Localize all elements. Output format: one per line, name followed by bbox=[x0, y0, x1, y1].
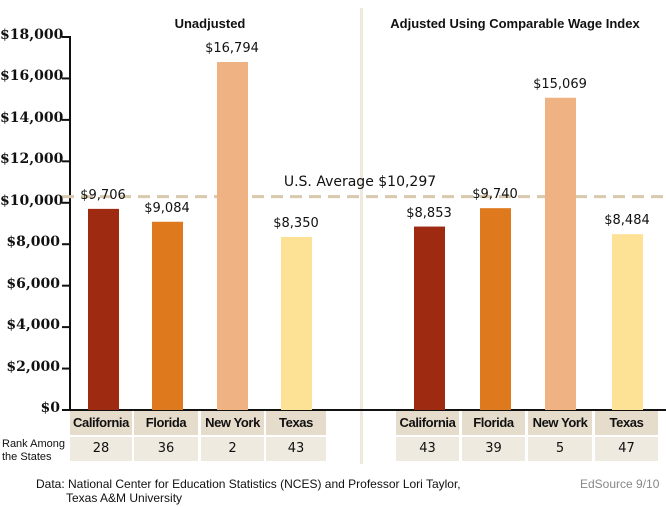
source-line-2: Texas A&M University bbox=[66, 491, 183, 505]
bar-value-label: $8,853 bbox=[406, 205, 452, 221]
source-line-1: Data: National Center for Education Stat… bbox=[36, 477, 461, 491]
rank-cell: 43 bbox=[396, 437, 459, 461]
bar-florida bbox=[480, 208, 511, 410]
us-average-label: U.S. Average $10,297 bbox=[283, 173, 437, 190]
panel-title-unadjusted: Unadjusted bbox=[174, 16, 246, 31]
category-label: California bbox=[70, 411, 132, 435]
category-label: New York bbox=[528, 411, 592, 435]
bar-california bbox=[414, 226, 445, 410]
category-label: Florida bbox=[462, 411, 525, 435]
category-label: Texas bbox=[266, 411, 326, 435]
panel-divider bbox=[360, 8, 363, 464]
y-tick-label: $16,000 bbox=[0, 68, 64, 85]
bar-value-label: $15,069 bbox=[533, 76, 587, 92]
bar-florida bbox=[152, 221, 183, 410]
bar-value-label: $8,484 bbox=[604, 213, 650, 229]
rank-cell: 2 bbox=[201, 437, 264, 461]
bar-california bbox=[88, 208, 119, 410]
rank-cell: 28 bbox=[70, 437, 132, 461]
bar-value-label: $8,350 bbox=[273, 215, 319, 231]
panel-title-adjusted: Adjusted Using Comparable Wage Index bbox=[390, 16, 640, 31]
y-tick-label: $6,000 bbox=[6, 275, 60, 292]
y-tick-label: $4,000 bbox=[6, 317, 60, 334]
rank-cell: 5 bbox=[528, 437, 592, 461]
category-label: Florida bbox=[134, 411, 198, 435]
y-tick-label: $18,000 bbox=[0, 27, 64, 43]
rank-row-label: Rank Among the States bbox=[2, 438, 65, 463]
y-tick-label: $14,000 bbox=[0, 109, 64, 126]
bar-texas bbox=[612, 234, 643, 410]
bar-texas bbox=[281, 236, 312, 410]
y-tick-label: $0 bbox=[40, 400, 60, 416]
y-tick-label: $12,000 bbox=[0, 151, 64, 168]
category-label: Texas bbox=[595, 411, 658, 435]
category-label: New York bbox=[201, 411, 264, 435]
rank-cell: 36 bbox=[134, 437, 198, 461]
rank-cell: 43 bbox=[266, 437, 326, 461]
bar-value-label: $16,794 bbox=[205, 40, 259, 56]
category-label: California bbox=[396, 411, 459, 435]
bar-value-label: $9,084 bbox=[144, 200, 190, 216]
bar-new-york bbox=[217, 61, 248, 411]
y-tick-label: $10,000 bbox=[0, 192, 64, 209]
bar-new-york bbox=[545, 97, 576, 411]
rank-cell: 47 bbox=[595, 437, 658, 461]
bar-value-label: $9,706 bbox=[80, 187, 126, 203]
y-tick-label: $2,000 bbox=[6, 358, 60, 375]
rank-cell: 39 bbox=[462, 437, 525, 461]
credit: EdSource 9/10 bbox=[580, 477, 660, 491]
y-tick-label: $8,000 bbox=[6, 234, 60, 251]
bar-value-label: $9,740 bbox=[472, 187, 518, 203]
